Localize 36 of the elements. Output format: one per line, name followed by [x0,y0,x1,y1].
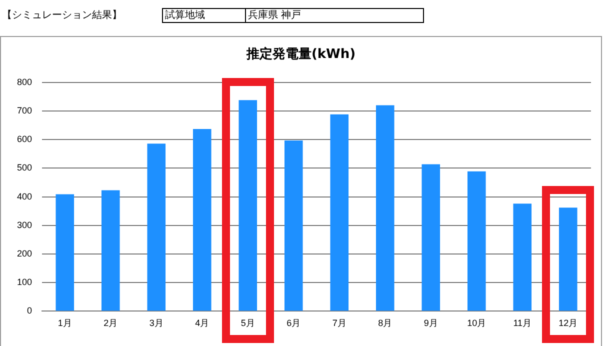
x-tick-label: 6月 [286,318,301,328]
y-tick-label: 400 [16,191,32,202]
bar [376,105,394,311]
text: 試算地域 [163,9,246,22]
bar [192,129,212,311]
bar [284,140,303,311]
x-tick-label: 4月 [195,318,210,328]
y-tick-label: 100 [16,277,32,288]
chart-title: 推定発電量(kWh) [245,46,357,63]
bar [330,114,349,311]
x-tick-label: 2月 [104,318,118,328]
y-tick-label: 500 [16,162,32,173]
y-tick-label: 800 [16,76,32,87]
y-tick-label: 700 [16,105,32,116]
x-tick-label: 12月 [558,318,578,328]
bar [558,208,578,311]
bar [56,194,74,311]
x-tick-label: 7月 [332,318,346,328]
y-tick-label: 300 [16,220,32,230]
text: 兵庫県 神戸 [247,9,302,22]
y-tick-label: 200 [16,248,32,258]
y-tick-label: 600 [16,134,32,144]
bar [101,190,120,311]
x-tick-label: 11月 [513,318,532,328]
bar [147,144,166,311]
x-tick-label: 10月 [467,318,486,328]
x-tick-label: 1月 [58,318,72,328]
bar [422,164,440,311]
bar [467,171,486,311]
x-tick-label: 8月 [378,318,392,328]
x-tick-label: 3月 [149,318,164,328]
x-tick-label: 9月 [424,318,438,328]
x-tick-label: 5月 [240,318,255,328]
bar [513,204,532,311]
text: 【シミュレーション結果】 [2,8,122,22]
y-tick-label: 0 [27,306,32,316]
